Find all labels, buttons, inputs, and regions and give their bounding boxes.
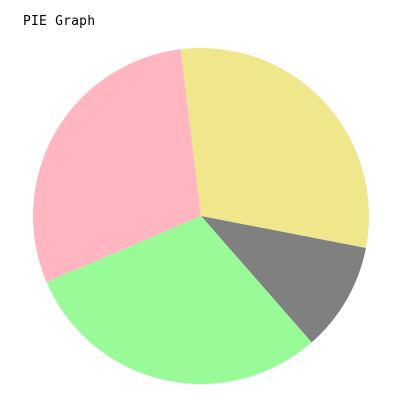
chart-title: PIE Graph <box>23 14 96 29</box>
pie-slice-2 <box>201 216 366 343</box>
pie-slices <box>33 47 369 384</box>
pie-slice-4 <box>33 49 202 283</box>
pie-slice-1 <box>180 47 369 249</box>
pie-slice-3 <box>46 216 312 384</box>
